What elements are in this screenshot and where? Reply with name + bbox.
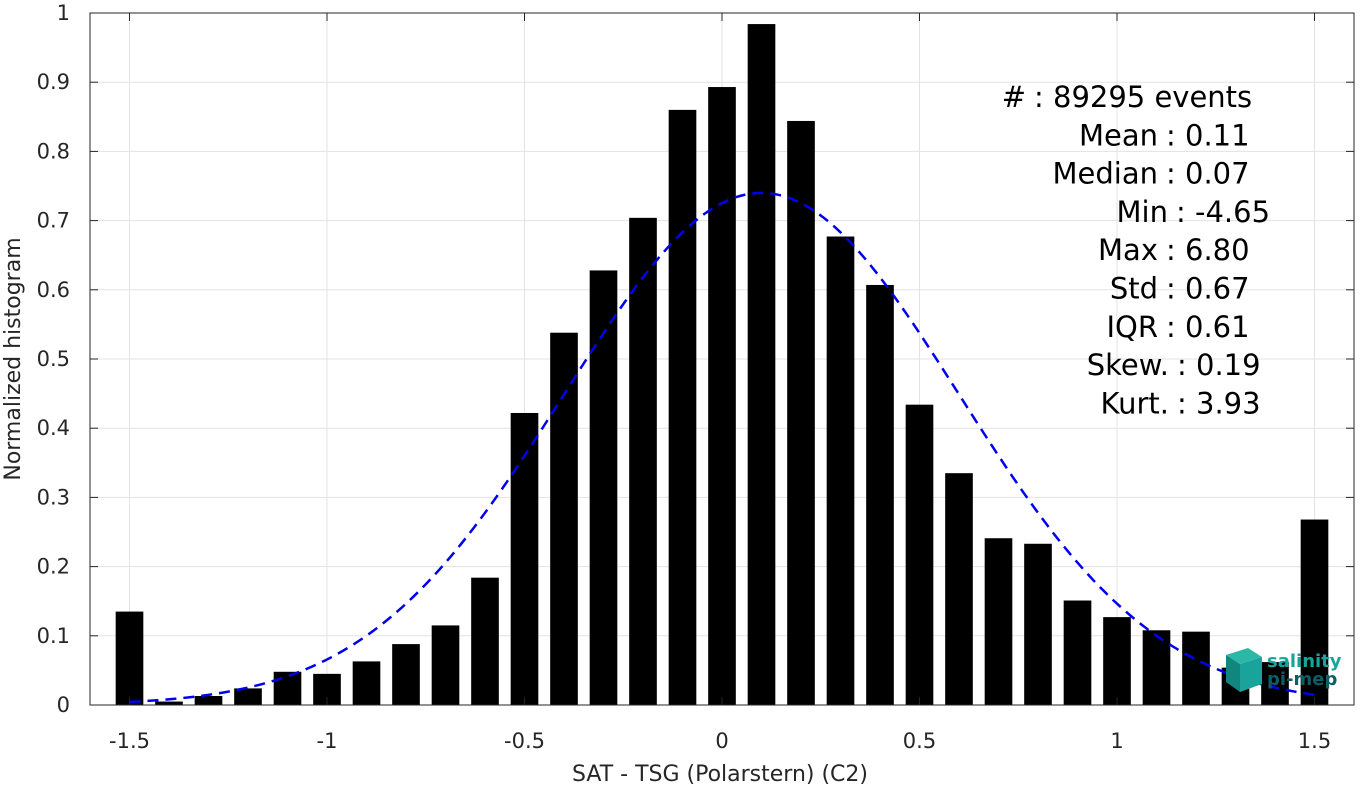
bar	[155, 701, 183, 705]
bar	[1142, 630, 1171, 705]
bar	[510, 412, 539, 705]
stat-label: Mean	[1079, 118, 1158, 152]
bar	[984, 538, 1013, 705]
y-tick-label: 0.5	[37, 347, 70, 371]
bar	[115, 611, 144, 705]
bar	[826, 236, 855, 706]
x-tick-label: -1.5	[109, 729, 150, 753]
bar	[471, 577, 499, 705]
y-tick-label: 0.3	[37, 485, 70, 509]
cube-icon	[1226, 648, 1262, 692]
stat-label: IQR	[1106, 310, 1158, 344]
bar	[1103, 617, 1131, 705]
fit-curve	[129, 191, 1315, 704]
y-tick-label: 1	[57, 1, 70, 25]
y-axis-ticks: 0 0.1 0.2 0.3 0.4 0.5 0.6 0.7 0.8 0.9 1	[37, 1, 1354, 717]
stat-label: Median	[1053, 157, 1158, 191]
bar	[668, 109, 697, 705]
stat-value: : 0.07	[1166, 157, 1250, 191]
bar	[708, 87, 736, 705]
stat-label: Kurt.	[1101, 386, 1169, 420]
y-tick-label: 0.9	[37, 70, 70, 94]
bar	[589, 270, 618, 705]
stat-value: : 89295 events	[1034, 80, 1252, 114]
y-axis-label: Normalized histogram	[1, 237, 26, 480]
stat-value: : -4.65	[1176, 195, 1270, 229]
stat-label: Min	[1117, 195, 1168, 229]
bar	[905, 404, 934, 705]
bar	[1182, 631, 1210, 705]
y-tick-label: 0.8	[37, 139, 70, 163]
y-tick-label: 0.1	[37, 624, 70, 648]
bar	[550, 332, 578, 705]
logo-line-1: salinity	[1267, 651, 1342, 672]
bar	[392, 644, 420, 705]
bar	[352, 661, 381, 705]
bar	[747, 24, 776, 705]
bar	[629, 217, 657, 705]
x-axis-label: SAT - TSG (Polarstern) (C2)	[572, 762, 868, 785]
stat-label: Std	[1110, 272, 1158, 306]
x-tick-label: -1	[317, 729, 338, 753]
bar	[1261, 662, 1289, 705]
x-tick-label: -0.5	[504, 729, 545, 753]
y-tick-label: 0.7	[37, 209, 70, 233]
x-tick-label: 1.5	[1298, 729, 1331, 753]
stat-value: : 0.67	[1166, 272, 1250, 306]
bar	[431, 625, 460, 705]
bar	[945, 473, 973, 705]
bar	[866, 284, 894, 705]
stat-value: : 0.11	[1166, 118, 1250, 152]
logo-line-2: pi-mep	[1267, 669, 1337, 690]
stat-value: : 0.61	[1166, 310, 1250, 344]
bar	[1024, 543, 1052, 705]
y-tick-label: 0.2	[37, 555, 70, 579]
stat-label: Skew.	[1087, 348, 1169, 382]
salinity-pimep-logo: salinity pi-mep	[1226, 648, 1342, 692]
bar	[1063, 600, 1092, 705]
x-axis-ticks: -1.5 -1 -0.5 0 0.5 1 1.5	[109, 13, 1331, 753]
x-tick-label: 0	[715, 729, 728, 753]
x-tick-label: 0.5	[903, 729, 936, 753]
bar	[1300, 519, 1329, 705]
stat-label: #	[1002, 80, 1026, 114]
bar	[234, 688, 262, 705]
x-tick-label: 1	[1110, 729, 1123, 753]
y-tick-label: 0	[57, 693, 70, 717]
bar-series	[115, 24, 1329, 706]
stat-value: : 0.19	[1177, 348, 1261, 382]
stat-value: : 3.93	[1177, 386, 1261, 420]
bar	[273, 671, 302, 705]
stat-value: : 6.80	[1166, 233, 1250, 267]
bar	[787, 120, 815, 705]
y-tick-label: 0.4	[37, 416, 70, 440]
stat-label: Max	[1098, 233, 1158, 267]
y-tick-label: 0.6	[37, 278, 70, 302]
bar	[194, 696, 223, 705]
